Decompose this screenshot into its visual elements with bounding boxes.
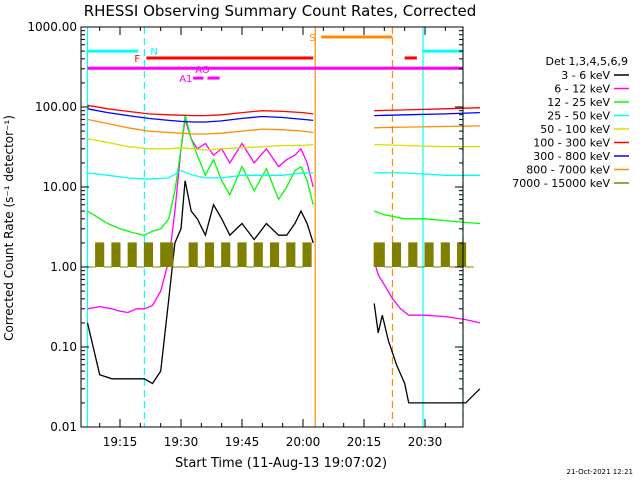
y-axis: 1000.00 100.00 10.00 1.00 0.10 0.01 <box>27 20 463 434</box>
x-axis-label: Start Time (11-Aug-13 19:07:02) <box>175 456 387 471</box>
series-layer <box>86 104 481 404</box>
flag-label: A1 <box>179 74 192 85</box>
y-axis-label: Corrected Count Rate (s⁻¹ detector⁻¹) <box>2 115 16 341</box>
x-tick-label: 20:15 <box>347 435 382 449</box>
series-line <box>87 114 314 236</box>
flag-label: F <box>134 54 140 65</box>
legend-label: 800 - 7000 keV <box>526 164 610 177</box>
y-tick-label: 0.01 <box>50 420 77 434</box>
x-tick-label: 20:00 <box>286 435 321 449</box>
legend-label: 25 - 50 keV <box>547 110 610 123</box>
y-tick-label: 1.00 <box>50 260 77 274</box>
series-line <box>87 108 314 123</box>
series-line <box>87 242 312 268</box>
x-axis: 19:15 19:30 19:45 20:00 20:15 20:30 <box>99 27 446 449</box>
plot-frame <box>80 26 464 428</box>
legend-label: 50 - 100 keV <box>540 123 610 136</box>
series-line <box>87 119 314 314</box>
flag-label: S <box>309 33 315 44</box>
legend-label: 12 - 25 keV <box>547 96 610 109</box>
x-tick-label: 20:30 <box>408 435 443 449</box>
x-tick-label: 19:45 <box>225 435 260 449</box>
series-line <box>87 169 314 180</box>
flag-label: AO <box>195 65 210 76</box>
legend-title: Det 1,3,4,5,6,9 <box>545 55 628 68</box>
chart-title: RHESSI Observing Summary Count Rates, Co… <box>84 2 477 20</box>
y-tick-label: 100.00 <box>35 100 77 114</box>
y-tick-label: 0.10 <box>50 340 77 354</box>
legend-label: 300 - 800 keV <box>533 150 610 163</box>
series-line <box>87 138 314 151</box>
legend-label: 6 - 12 keV <box>554 83 610 96</box>
x-tick-label: 19:30 <box>164 435 199 449</box>
series-line <box>373 303 481 404</box>
legend-label: 3 - 6 keV <box>561 69 610 82</box>
footer-date: 21-Oct-2021 12:21 <box>567 468 633 476</box>
series-line <box>373 210 480 225</box>
series-line <box>87 104 314 117</box>
legend-label: 7000 - 15000 keV <box>512 177 610 190</box>
legend-label: 100 - 300 keV <box>533 137 610 150</box>
y-tick-label: 1000.00 <box>27 20 77 34</box>
x-tick-label: 19:15 <box>103 435 138 449</box>
y-tick-label: 10.00 <box>43 180 77 194</box>
flag-label: N <box>150 47 157 58</box>
series-line <box>86 180 314 385</box>
series-line <box>87 118 314 135</box>
series-line <box>373 260 481 324</box>
